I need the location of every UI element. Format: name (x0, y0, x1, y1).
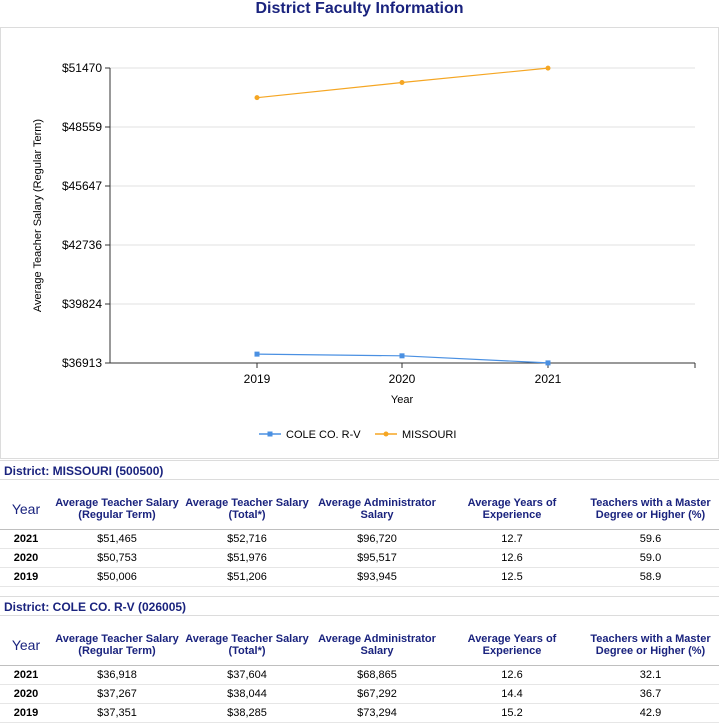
table-cell: $52,716 (182, 529, 312, 549)
data-point (399, 353, 405, 359)
column-header: Average Teacher Salary (Regular Term) (52, 489, 182, 530)
table-cell: 2019 (0, 567, 52, 587)
column-header: Average Teacher Salary (Regular Term) (52, 625, 182, 666)
column-header: Average Years of Experience (442, 625, 582, 666)
y-tick-label: $51470 (62, 61, 102, 75)
table-cell: $36,918 (52, 665, 182, 685)
table-row: 2021 $51,465 $52,716 $96,720 12.7 59.6 (0, 529, 719, 549)
table-cell: 58.9 (582, 567, 719, 587)
table-row: 2019 $37,351 $38,285 $73,294 15.2 42.9 (0, 703, 719, 723)
table-header-row: Year Average Teacher Salary (Regular Ter… (0, 489, 719, 530)
table-header-row: Year Average Teacher Salary (Regular Ter… (0, 625, 719, 666)
y-tick-label: $39824 (62, 297, 102, 311)
data-point (545, 360, 551, 366)
table-cell: $37,604 (182, 665, 312, 685)
legend-label: MISSOURI (402, 429, 456, 441)
table-cell: $93,945 (312, 567, 442, 587)
table-cell: 2020 (0, 548, 52, 568)
table-cell: 2019 (0, 703, 52, 723)
legend-marker (383, 431, 389, 437)
table-cell: 2021 (0, 665, 52, 685)
table-cell: 59.6 (582, 529, 719, 549)
table-cell: $73,294 (312, 703, 442, 723)
faculty-table-cole-co: Year Average Teacher Salary (Regular Ter… (0, 625, 719, 723)
table-cell: $38,044 (182, 684, 312, 704)
table-cell: 2020 (0, 684, 52, 704)
table-cell: $51,465 (52, 529, 182, 549)
table-cell: 12.6 (442, 548, 582, 568)
data-point (399, 80, 405, 86)
table-cell: 59.0 (582, 548, 719, 568)
table-cell: $51,206 (182, 567, 312, 587)
table-cell: $96,720 (312, 529, 442, 549)
table-cell: 2021 (0, 529, 52, 549)
table-cell: 15.2 (442, 703, 582, 723)
column-header: Average Years of Experience (442, 489, 582, 530)
table-row: 2020 $37,267 $38,044 $67,292 14.4 36.7 (0, 684, 719, 704)
column-header: Year (0, 625, 52, 666)
column-header: Average Teacher Salary (Total*) (182, 625, 312, 666)
table-cell: 12.6 (442, 665, 582, 685)
chart-container: $36913 $39824 $42736 $45647 $48559 $51470 2019… (0, 27, 719, 459)
y-tick-label: $45647 (62, 179, 102, 193)
table-cell: $50,006 (52, 567, 182, 587)
x-tick-label: 2021 (535, 372, 562, 386)
table-cell: $37,351 (52, 703, 182, 723)
x-tick-label: 2020 (389, 372, 416, 386)
table-cell: $37,267 (52, 684, 182, 704)
table-cell: $68,865 (312, 665, 442, 685)
table-cell: 12.5 (442, 567, 582, 587)
line-chart: $36913 $39824 $42736 $45647 $48559 $51470 2019… (32, 61, 696, 441)
district-header-missouri: District: MISSOURI (500500) (0, 460, 719, 480)
table-cell: $51,976 (182, 548, 312, 568)
y-tick-label: $48559 (62, 120, 102, 134)
table-cell: 32.1 (582, 665, 719, 685)
x-tick-label: 2019 (244, 372, 271, 386)
table-row: 2019 $50,006 $51,206 $93,945 12.5 58.9 (0, 567, 719, 587)
column-header: Average Teacher Salary (Total*) (182, 489, 312, 530)
data-point (254, 351, 260, 357)
faculty-table-missouri: Year Average Teacher Salary (Regular Ter… (0, 489, 719, 587)
y-tick-label: $36913 (62, 356, 102, 370)
y-axis-label: Average Teacher Salary (Regular Term) (32, 119, 44, 312)
table-cell: $50,753 (52, 548, 182, 568)
table-cell: 14.4 (442, 684, 582, 704)
legend-marker (267, 431, 273, 437)
table-cell: 12.7 (442, 529, 582, 549)
table-cell: $38,285 (182, 703, 312, 723)
table-cell: $67,292 (312, 684, 442, 704)
data-point (254, 95, 260, 101)
table-cell: 36.7 (582, 684, 719, 704)
page-title: District Faculty Information (255, 0, 464, 17)
column-header: Year (0, 489, 52, 530)
legend-label: COLE CO. R-V (286, 429, 361, 441)
table-row: 2020 $50,753 $51,976 $95,517 12.6 59.0 (0, 548, 719, 568)
table-row: 2021 $36,918 $37,604 $68,865 12.6 32.1 (0, 665, 719, 685)
column-header: Average Administrator Salary (312, 489, 442, 530)
column-header: Average Administrator Salary (312, 625, 442, 666)
x-axis-label: Year (391, 394, 414, 406)
column-header: Teachers with a Master Degree or Higher … (582, 625, 719, 666)
table-cell: 42.9 (582, 703, 719, 723)
data-point (545, 65, 551, 71)
district-header-cole-co: District: COLE CO. R-V (026005) (0, 596, 719, 616)
y-tick-label: $42736 (62, 238, 102, 252)
column-header: Teachers with a Master Degree or Higher … (582, 489, 719, 530)
table-cell: $95,517 (312, 548, 442, 568)
